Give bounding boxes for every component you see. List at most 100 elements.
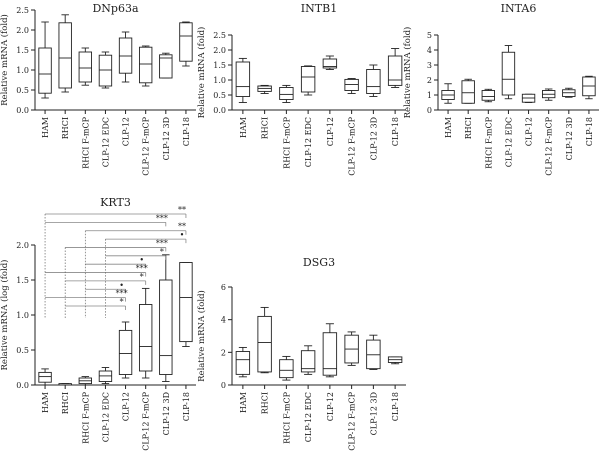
x-tick-label: CLP-12	[326, 117, 335, 146]
box-clp-12-edc	[300, 345, 316, 375]
box-rhci	[257, 306, 272, 374]
x-tick-label: HAM	[239, 392, 248, 413]
x-tick-label: CLP-12 3D	[162, 117, 171, 160]
y-tick-label: 0.0	[16, 106, 29, 115]
y-axis-label: Relative mRNA (fold)	[0, 14, 10, 106]
box-clp-18	[387, 356, 403, 365]
x-tick-label: RHCI F-mCP	[282, 116, 291, 168]
y-tick-label: 6	[221, 283, 226, 292]
box-rhci	[257, 84, 272, 94]
y-axis-label: Relative mRNA (fold)	[196, 290, 207, 382]
box-clp-12-f-mcp	[344, 331, 359, 366]
significance-label: •	[119, 281, 124, 290]
x-tick-label: HAM	[41, 392, 50, 413]
box-iqr	[38, 47, 52, 94]
box-iqr	[257, 315, 272, 373]
y-tick-label: 1	[427, 91, 432, 100]
box-clp-12-f-mcp	[138, 287, 153, 379]
x-tick-label: RHCI	[61, 117, 70, 139]
y-tick-label: 3	[427, 61, 432, 70]
significance-label: •	[139, 256, 144, 265]
x-tick-label: RHCI F-mCP	[484, 116, 493, 168]
x-tick-label: CLP-12 EDC	[304, 117, 313, 167]
box-clp-12-f-mcp	[138, 45, 153, 87]
x-tick-label: CLP-12 EDC	[101, 392, 110, 442]
box-clp-12-f-mcp	[344, 78, 359, 94]
y-tick-label: 0.5	[16, 86, 29, 95]
box-iqr	[235, 351, 251, 375]
box-clp-18	[582, 75, 596, 100]
y-tick-label: 2.0	[16, 241, 29, 250]
box-iqr	[322, 58, 338, 69]
box-clp-12-3d	[366, 64, 381, 97]
x-tick-label: CLP-12	[525, 117, 534, 146]
x-tick-label: CLP-18	[585, 117, 594, 146]
box-rhci	[461, 78, 475, 104]
box-iqr	[38, 371, 52, 383]
box-clp-12-edc	[501, 45, 516, 100]
box-ham	[38, 21, 52, 99]
box-clp-12-edc	[98, 367, 113, 385]
box-rhci-f-mcp	[279, 84, 294, 103]
y-axis-label: Relative mRNA (log (fold)	[0, 260, 10, 371]
box-iqr	[481, 90, 496, 101]
y-tick-label: 1.0	[16, 66, 29, 75]
x-tick-label: CLP-12 F-mCP	[348, 391, 357, 450]
box-ham	[38, 368, 52, 386]
significance-label: ***	[136, 264, 148, 273]
chart-title: INTB1	[301, 2, 337, 15]
x-tick-label: CLP-12 F-mCP	[142, 116, 151, 175]
significance-label: •	[180, 231, 185, 240]
x-tick-label: CLP-12 3D	[369, 117, 378, 160]
box-clp-18	[179, 21, 193, 67]
x-tick-label: CLP-12	[122, 117, 131, 146]
y-tick-label: 1.5	[213, 61, 226, 70]
box-iqr	[501, 51, 516, 96]
x-tick-label: HAM	[239, 117, 248, 138]
box-rhci-f-mcp	[481, 88, 496, 103]
x-tick-label: RHCI F-mCP	[81, 391, 90, 443]
x-tick-label: CLP-12 EDC	[504, 117, 513, 167]
box-clp-12	[521, 93, 536, 103]
y-tick-label: 1.0	[16, 311, 29, 320]
x-tick-label: CLP-12 EDC	[101, 117, 110, 167]
x-tick-label: RHCI	[464, 117, 473, 139]
chart-title: DNp63a	[92, 2, 138, 15]
x-tick-label: CLP-12 3D	[369, 392, 378, 435]
y-tick-label: 1.0	[213, 76, 226, 85]
y-tick-label: 0	[427, 106, 432, 115]
x-tick-label: CLP-12	[122, 392, 131, 421]
box-clp-12-3d	[159, 254, 173, 382]
y-tick-label: 0.0	[213, 106, 226, 115]
y-tick-label: 2.0	[16, 26, 29, 35]
significance-brackets: *******•****•****•****	[44, 206, 187, 318]
box-clp-12-3d	[562, 87, 576, 98]
box-iqr	[98, 54, 113, 87]
y-tick-label: 2	[427, 76, 432, 85]
box-rhci-f-mcp	[78, 47, 93, 86]
x-tick-label: RHCI F-mCP	[81, 116, 90, 168]
significance-label: *	[160, 247, 164, 256]
box-clp-12-edc	[98, 51, 113, 89]
box-iqr	[138, 46, 153, 84]
box-iqr	[138, 304, 153, 372]
x-tick-label: CLP-12 F-mCP	[348, 116, 357, 175]
y-axis-label: Relative mRNA (fold)	[196, 27, 207, 119]
x-tick-label: CLP-12	[326, 392, 335, 421]
box-iqr	[279, 87, 294, 100]
box-iqr	[179, 262, 193, 343]
significance-label: ***	[156, 239, 168, 248]
x-tick-label: CLP-18	[391, 392, 400, 421]
y-tick-label: 4	[221, 316, 226, 325]
box-iqr	[322, 332, 338, 376]
box-clp-18	[387, 48, 403, 88]
box-rhci-f-mcp	[279, 355, 294, 381]
box-clp-12-edc	[300, 65, 316, 96]
box-clp-12	[322, 55, 338, 70]
significance-label: *	[120, 298, 124, 307]
significance-label: **	[178, 222, 186, 231]
y-tick-label: 1.5	[16, 276, 29, 285]
box-iqr	[387, 55, 403, 86]
box-iqr	[118, 329, 133, 375]
box-iqr	[179, 22, 193, 62]
